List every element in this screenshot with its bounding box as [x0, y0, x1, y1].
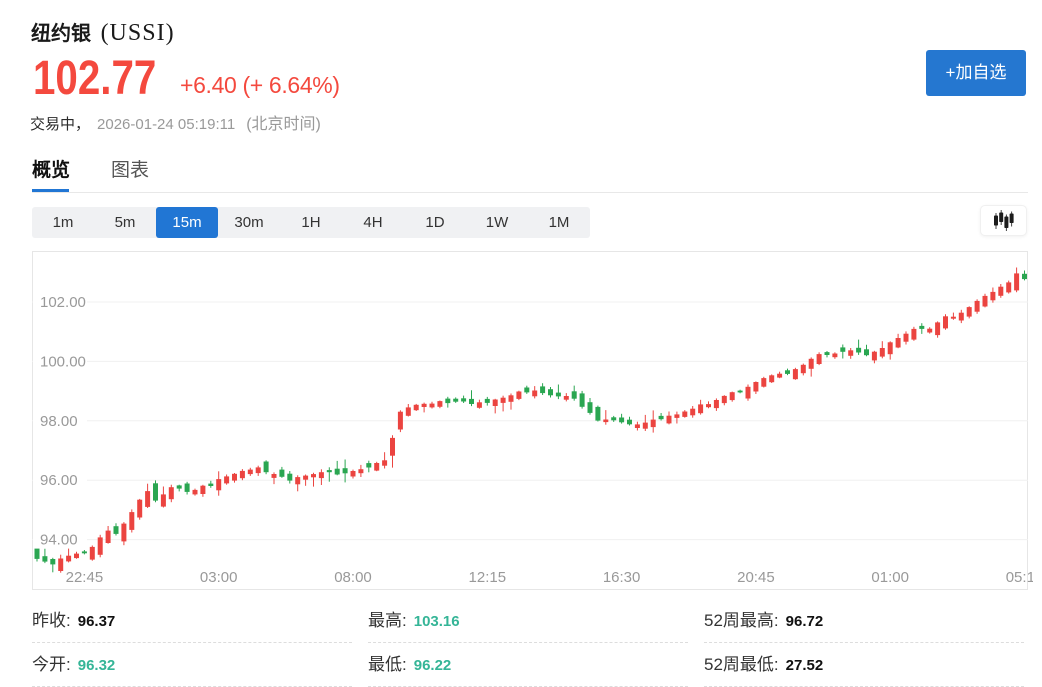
svg-text:100.00: 100.00: [40, 353, 86, 370]
svg-text:22:45: 22:45: [66, 569, 104, 586]
svg-text:94.00: 94.00: [40, 532, 78, 549]
svg-text:01:00: 01:00: [871, 569, 909, 586]
svg-text:20:45: 20:45: [737, 569, 775, 586]
svg-text:96.00: 96.00: [40, 472, 78, 489]
svg-text:08:00: 08:00: [334, 569, 372, 586]
svg-text:16:30: 16:30: [603, 569, 641, 586]
svg-text:12:15: 12:15: [469, 569, 507, 586]
svg-text:102.00: 102.00: [40, 294, 86, 311]
svg-text:03:00: 03:00: [200, 569, 238, 586]
svg-text:05:15: 05:15: [1006, 569, 1033, 586]
svg-text:98.00: 98.00: [40, 413, 78, 430]
